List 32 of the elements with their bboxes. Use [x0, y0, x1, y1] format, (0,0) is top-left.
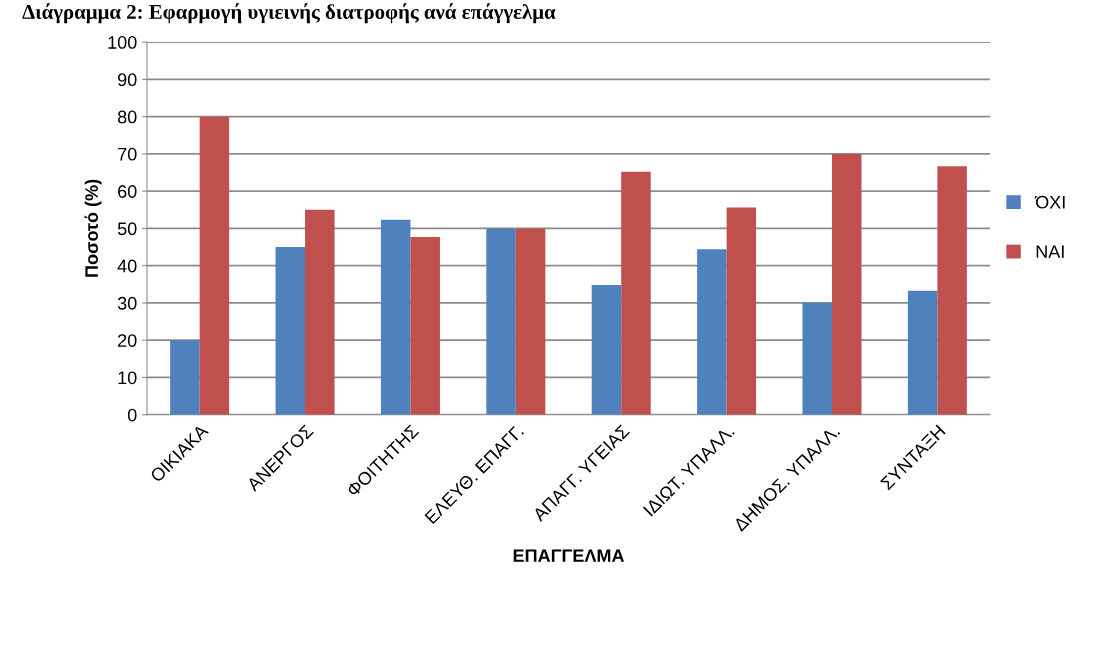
legend-label: ΌΧΙ — [1034, 195, 1065, 209]
bar — [802, 302, 832, 415]
y-tick-label: 50 — [117, 222, 137, 236]
bar — [380, 219, 411, 415]
legend-label: ΝΑΙ — [1036, 245, 1064, 258]
bar — [515, 228, 546, 415]
bar — [697, 249, 727, 415]
x-axis-title: ΕΠΑΓΓΕΛΜΑ — [513, 549, 625, 562]
bar — [591, 285, 622, 415]
bar — [199, 116, 230, 415]
y-tick-label: 10 — [118, 371, 137, 385]
y-tick-label: 30 — [117, 296, 137, 310]
bar — [305, 209, 335, 415]
bar — [726, 207, 757, 415]
y-tick-label: 80 — [117, 110, 137, 124]
y-tick-label: 0 — [127, 408, 137, 422]
y-tick-label: 70 — [118, 147, 137, 161]
bar — [410, 236, 440, 415]
y-tick-label: 100 — [108, 36, 137, 49]
y-tick-label: 90 — [118, 73, 137, 87]
y-tick-label: 60 — [118, 185, 137, 198]
bar — [486, 228, 516, 415]
bar — [832, 153, 862, 415]
bar — [275, 247, 306, 415]
bar — [937, 166, 967, 415]
y-tick-label: 40 — [117, 259, 137, 273]
bar — [621, 171, 651, 415]
bar — [170, 340, 200, 415]
y-tick-label: 20 — [118, 334, 137, 347]
chart-title: Διάγραμμα 2: Εφαρμογή υγιεινής διατροφής ανά επάγγελμα — [22, 3, 556, 24]
y-axis-title: Ποσοτό (%) — [84, 179, 102, 277]
bar — [907, 290, 938, 415]
